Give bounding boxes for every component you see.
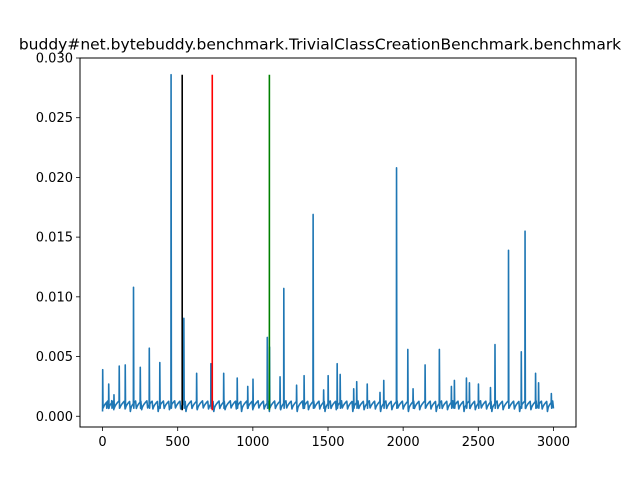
plot-frame (79, 57, 577, 428)
series-line (101, 73, 555, 413)
y-tick-label: 0.005 (36, 350, 73, 365)
x-tick-label: 1000 (236, 435, 269, 450)
chart-title: buddy#net.bytebuddy.benchmark.TrivialCla… (19, 36, 621, 54)
y-tick-label: 0.015 (36, 231, 73, 246)
x-tick-label: 2000 (387, 435, 420, 450)
y-tick-label: 0.010 (36, 290, 73, 305)
y-tick-label: 0.030 (36, 52, 73, 67)
x-tick-label: 3000 (537, 435, 570, 450)
y-tick-label: 0.020 (36, 171, 73, 186)
y-tick-label: 0.025 (36, 111, 73, 126)
x-tick-label: 1500 (311, 435, 344, 450)
x-tick-label: 2500 (462, 435, 495, 450)
x-tick-label: 500 (165, 435, 190, 450)
y-tick-label: 0.000 (36, 410, 73, 425)
x-tick-label: 0 (98, 435, 106, 450)
